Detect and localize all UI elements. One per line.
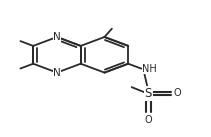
Text: N: N xyxy=(53,32,61,42)
Text: O: O xyxy=(144,115,152,125)
Text: S: S xyxy=(145,87,152,100)
Text: N: N xyxy=(53,68,61,78)
Text: NH: NH xyxy=(142,64,157,74)
Text: O: O xyxy=(174,88,181,98)
